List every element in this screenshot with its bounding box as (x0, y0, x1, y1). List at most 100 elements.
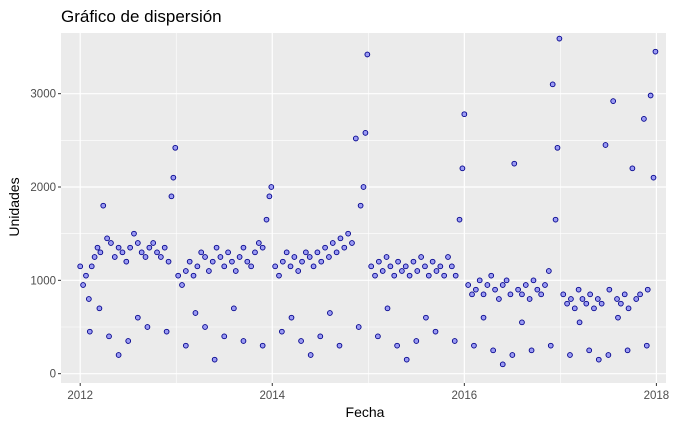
data-point (394, 342, 400, 349)
x-axis-title: Fecha (346, 404, 385, 420)
data-point (652, 48, 659, 55)
data-point (355, 324, 362, 330)
data-point (255, 240, 262, 246)
data-point (192, 310, 199, 316)
x-tick-label: 2018 (644, 390, 670, 402)
data-point (144, 324, 151, 330)
data-point (244, 258, 251, 265)
data-point (402, 263, 409, 270)
data-point (317, 333, 324, 340)
data-point (240, 338, 247, 344)
data-point (77, 263, 84, 270)
data-point (97, 249, 104, 256)
data-point (115, 244, 122, 251)
data-point (591, 305, 597, 312)
data-point (83, 272, 89, 279)
data-point (194, 263, 201, 270)
y-tick-label: 2000 (30, 182, 56, 194)
y-tick-label: 3000 (30, 89, 56, 101)
data-point (360, 184, 367, 190)
chart-title: Gráfico de dispersión (61, 7, 222, 26)
data-point (643, 342, 650, 349)
data-point (441, 272, 448, 279)
data-point (375, 333, 381, 340)
data-point (115, 352, 122, 358)
data-point (268, 184, 275, 190)
data-point (299, 258, 305, 265)
data-point (644, 286, 651, 293)
data-point (119, 249, 126, 256)
data-point (272, 263, 279, 270)
data-point (456, 216, 463, 223)
data-point (576, 319, 583, 326)
data-point (586, 347, 593, 354)
data-point (209, 258, 216, 265)
data-point (232, 268, 239, 274)
data-point (266, 193, 273, 200)
data-point (499, 361, 506, 368)
data-point (621, 291, 628, 298)
data-point (263, 216, 270, 223)
data-point (283, 249, 290, 256)
data-point (526, 296, 533, 302)
data-point (298, 338, 304, 344)
data-point (326, 254, 332, 260)
data-point (198, 249, 205, 256)
data-point (568, 296, 574, 302)
data-point (376, 258, 382, 265)
plot-panel (61, 33, 666, 383)
data-point (186, 258, 193, 265)
data-point (615, 314, 621, 321)
data-point (179, 282, 185, 288)
data-point (288, 314, 295, 321)
data-point (279, 258, 286, 265)
data-point (406, 272, 413, 279)
data-point (314, 249, 321, 256)
data-point (240, 244, 247, 251)
data-point (625, 305, 632, 312)
data-point (633, 296, 640, 302)
data-point (429, 258, 436, 265)
data-point (511, 160, 518, 167)
data-point (471, 342, 477, 349)
data-point (131, 230, 137, 237)
data-point (519, 291, 525, 298)
data-point (202, 254, 208, 260)
data-point (414, 268, 421, 274)
data-point (410, 258, 417, 265)
data-point (231, 305, 237, 312)
data-point (452, 272, 459, 279)
data-point (465, 282, 472, 288)
data-point (111, 254, 118, 260)
data-point (488, 272, 495, 279)
data-point (86, 328, 93, 335)
data-point (211, 356, 218, 363)
data-point (554, 144, 561, 151)
data-point (387, 263, 394, 270)
data-point (248, 263, 254, 270)
x-axis-ticks: 2012 2014 2016 2018 (67, 383, 669, 402)
data-point (583, 300, 590, 307)
data-point (650, 174, 657, 181)
data-point (125, 338, 132, 344)
data-point (364, 51, 371, 58)
data-point (134, 240, 141, 246)
data-point (336, 342, 343, 349)
data-point (306, 254, 313, 260)
data-point (542, 282, 548, 288)
data-point (484, 282, 491, 288)
data-point (461, 111, 468, 118)
data-point (154, 249, 160, 256)
data-point (368, 263, 375, 270)
data-point (138, 249, 145, 256)
data-point (142, 254, 149, 260)
data-point (499, 282, 506, 288)
data-point (560, 291, 567, 298)
data-point (432, 328, 439, 335)
data-point (538, 291, 545, 298)
data-point (602, 142, 609, 148)
data-point (146, 244, 153, 251)
data-point (595, 356, 602, 363)
data-point (287, 263, 294, 270)
data-point (413, 338, 420, 344)
